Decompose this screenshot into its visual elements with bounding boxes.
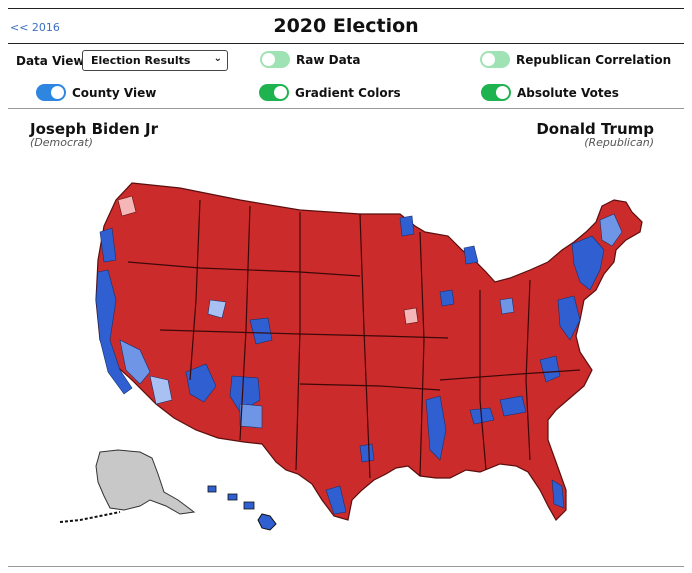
alaska-shape[interactable] <box>95 449 196 515</box>
toggle-switch[interactable] <box>480 51 510 68</box>
page-title: 2020 Election <box>273 15 419 37</box>
county-cluster[interactable] <box>425 395 447 461</box>
county-cluster[interactable] <box>239 403 263 429</box>
toggle-switch[interactable] <box>481 84 511 101</box>
county-cluster[interactable] <box>571 235 605 291</box>
county-cluster[interactable] <box>439 289 455 307</box>
data-view-select[interactable]: Election Results ⌄ <box>82 50 228 71</box>
county-cluster[interactable] <box>149 375 173 405</box>
data-view-selected: Election Results <box>91 54 191 67</box>
header-rule <box>8 43 684 44</box>
county-cluster[interactable] <box>499 297 515 315</box>
county-cluster[interactable] <box>99 227 117 263</box>
chevron-down-icon: ⌄ <box>213 53 222 64</box>
state-borders <box>127 199 581 479</box>
toggle-gradient-colors[interactable]: Gradient Colors <box>259 84 401 101</box>
democrat-name: Joseph Biden Jr <box>30 120 158 138</box>
county-cluster[interactable] <box>325 485 347 515</box>
previous-election-link[interactable]: << 2016 <box>10 21 60 34</box>
toggle-republican-correlation[interactable]: Republican Correlation <box>480 51 671 68</box>
bottom-rule <box>8 566 684 567</box>
republican-party: (Republican) <box>584 136 654 149</box>
toggle-label: Raw Data <box>296 52 361 67</box>
county-cluster[interactable] <box>119 339 151 385</box>
democrat-counties <box>95 195 623 515</box>
county-cluster[interactable] <box>403 307 419 325</box>
toggle-label: Gradient Colors <box>295 85 401 100</box>
toggle-label: Republican Correlation <box>516 52 672 67</box>
republican-name: Donald Trump <box>536 120 654 138</box>
county-cluster[interactable] <box>117 195 137 217</box>
toggle-label: Absolute Votes <box>517 85 619 100</box>
map-base <box>59 182 643 531</box>
toggle-switch[interactable] <box>36 84 66 101</box>
toggle-raw-data[interactable]: Raw Data <box>260 51 361 68</box>
contiguous-us-shape[interactable] <box>95 182 643 521</box>
toggle-switch[interactable] <box>259 84 289 101</box>
hawaii-shape[interactable] <box>257 513 277 531</box>
top-rule <box>8 8 684 9</box>
county-cluster[interactable] <box>185 363 217 403</box>
county-cluster[interactable] <box>539 355 561 383</box>
hawaii-island <box>207 485 217 493</box>
democrat-party: (Democrat) <box>30 136 93 149</box>
hawaii-island <box>227 493 238 501</box>
hawaii-island <box>243 501 255 510</box>
county-cluster[interactable] <box>551 479 565 509</box>
democrat-candidate: Joseph Biden Jr (Democrat) <box>30 120 158 149</box>
controls-rule <box>8 108 684 109</box>
county-cluster[interactable] <box>95 269 133 395</box>
county-cluster[interactable] <box>557 295 581 341</box>
county-cluster[interactable] <box>463 245 479 265</box>
county-cluster[interactable] <box>399 215 415 237</box>
toggle-label: County View <box>72 85 157 100</box>
county-cluster[interactable] <box>207 299 227 319</box>
toggle-absolute-votes[interactable]: Absolute Votes <box>481 84 619 101</box>
county-cluster[interactable] <box>599 213 623 247</box>
county-cluster[interactable] <box>499 395 527 417</box>
county-cluster[interactable] <box>359 443 375 463</box>
toggle-county-view[interactable]: County View <box>36 84 156 101</box>
toggle-switch[interactable] <box>260 51 290 68</box>
county-cluster[interactable] <box>249 317 273 345</box>
aleutian-islands <box>59 511 121 523</box>
data-view-label: Data View: <box>16 54 90 68</box>
republican-candidate: Donald Trump (Republican) <box>536 120 654 149</box>
county-cluster[interactable] <box>469 407 495 425</box>
